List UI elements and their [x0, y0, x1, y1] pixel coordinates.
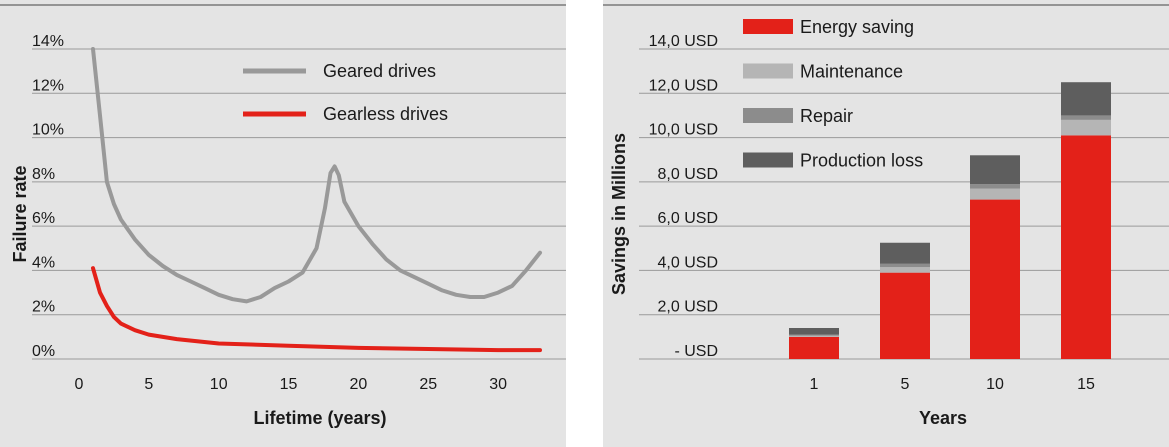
legend-swatch — [743, 19, 793, 34]
legend-label: Production loss — [800, 151, 923, 171]
series-line-geared — [91, 47, 542, 304]
y-tick-label: 0% — [32, 343, 55, 360]
savings-chart-panel: - USD 2,0 USD 4,0 USD 6,0 USD 8,0 USD 10,0 US… — [603, 0, 1169, 447]
bar-segment-production-loss — [880, 242, 930, 264]
bar-segment-repair — [970, 184, 1020, 189]
y-tick-label: 10% — [32, 122, 64, 139]
bar-segment-production-loss — [970, 155, 1020, 185]
x-tick-label: 15 — [280, 376, 298, 393]
y-tick-label: 12,0 USD — [649, 77, 718, 94]
y-tick-label: 6% — [32, 210, 55, 227]
legend-swatch — [743, 152, 793, 168]
bar-segment-repair — [1061, 115, 1111, 120]
bar-segment-maintenance — [970, 188, 1020, 200]
bar-segment-energy-saving — [880, 272, 930, 359]
x-tick-label: 1 — [810, 376, 819, 393]
legend-swatch — [743, 108, 793, 123]
y-tick-label: - USD — [674, 343, 718, 360]
legend-swatch — [743, 63, 793, 79]
y-tick-label: 2,0 USD — [658, 299, 718, 316]
y-tick-label: 14,0 USD — [649, 33, 718, 50]
savings-chart: - USD 2,0 USD 4,0 USD 6,0 USD 8,0 USD 10,0 US… — [603, 4, 1169, 428]
legend-label: Geared drives — [323, 61, 436, 81]
y-tick-label: 12% — [32, 77, 64, 94]
bar-segment-maintenance — [880, 267, 930, 273]
y-tick-label: 2% — [32, 299, 55, 316]
legend-label: Gearless drives — [323, 104, 448, 124]
x-axis-title: Years — [919, 408, 967, 428]
x-tick-label: 10 — [986, 376, 1004, 393]
bar-segment-energy-saving — [789, 336, 839, 359]
y-tick-label: 4% — [32, 254, 55, 271]
y-tick-label: 8% — [32, 166, 55, 183]
y-tick-label: 4,0 USD — [658, 254, 718, 271]
x-tick-label: 5 — [901, 376, 910, 393]
bar-segment-repair — [789, 334, 839, 336]
y-axis-title: Savings in Millions — [609, 133, 629, 295]
bar-segment-production-loss — [789, 328, 839, 335]
bar-segment-maintenance — [789, 335, 839, 337]
bar-segment-repair — [880, 263, 930, 268]
failure-rate-chart-panel: 0% 2% 4% 6% 8% 10% 12% 14% 0 5 10 15 20 25 30 Lifetime … — [0, 0, 566, 447]
x-axis-title: Lifetime (years) — [253, 408, 386, 428]
y-tick-label: 6,0 USD — [658, 210, 718, 227]
x-tick-label: 5 — [144, 376, 153, 393]
y-tick-label: 14% — [32, 33, 64, 50]
x-tick-label: 25 — [419, 376, 437, 393]
series-line-gearless — [91, 266, 542, 353]
y-tick-label: 10,0 USD — [649, 122, 718, 139]
bar-segment-maintenance — [1061, 119, 1111, 136]
y-tick-label: 8,0 USD — [658, 166, 718, 183]
x-tick-label: 20 — [349, 376, 367, 393]
bar-segment-production-loss — [1061, 82, 1111, 116]
legend-label: Maintenance — [800, 62, 903, 82]
x-tick-label: 0 — [75, 376, 84, 393]
legend-label: Repair — [800, 106, 853, 126]
y-axis-title: Failure rate — [10, 165, 30, 262]
legend-label: Energy saving — [800, 17, 914, 37]
x-tick-label: 10 — [210, 376, 228, 393]
bar-segment-energy-saving — [1061, 135, 1111, 359]
failure-rate-chart: 0% 2% 4% 6% 8% 10% 12% 14% 0 5 10 15 20 25 30 Lifetime … — [0, 4, 566, 428]
bar-segment-energy-saving — [970, 199, 1020, 359]
x-tick-label: 15 — [1077, 376, 1095, 393]
x-tick-label: 30 — [489, 376, 507, 393]
